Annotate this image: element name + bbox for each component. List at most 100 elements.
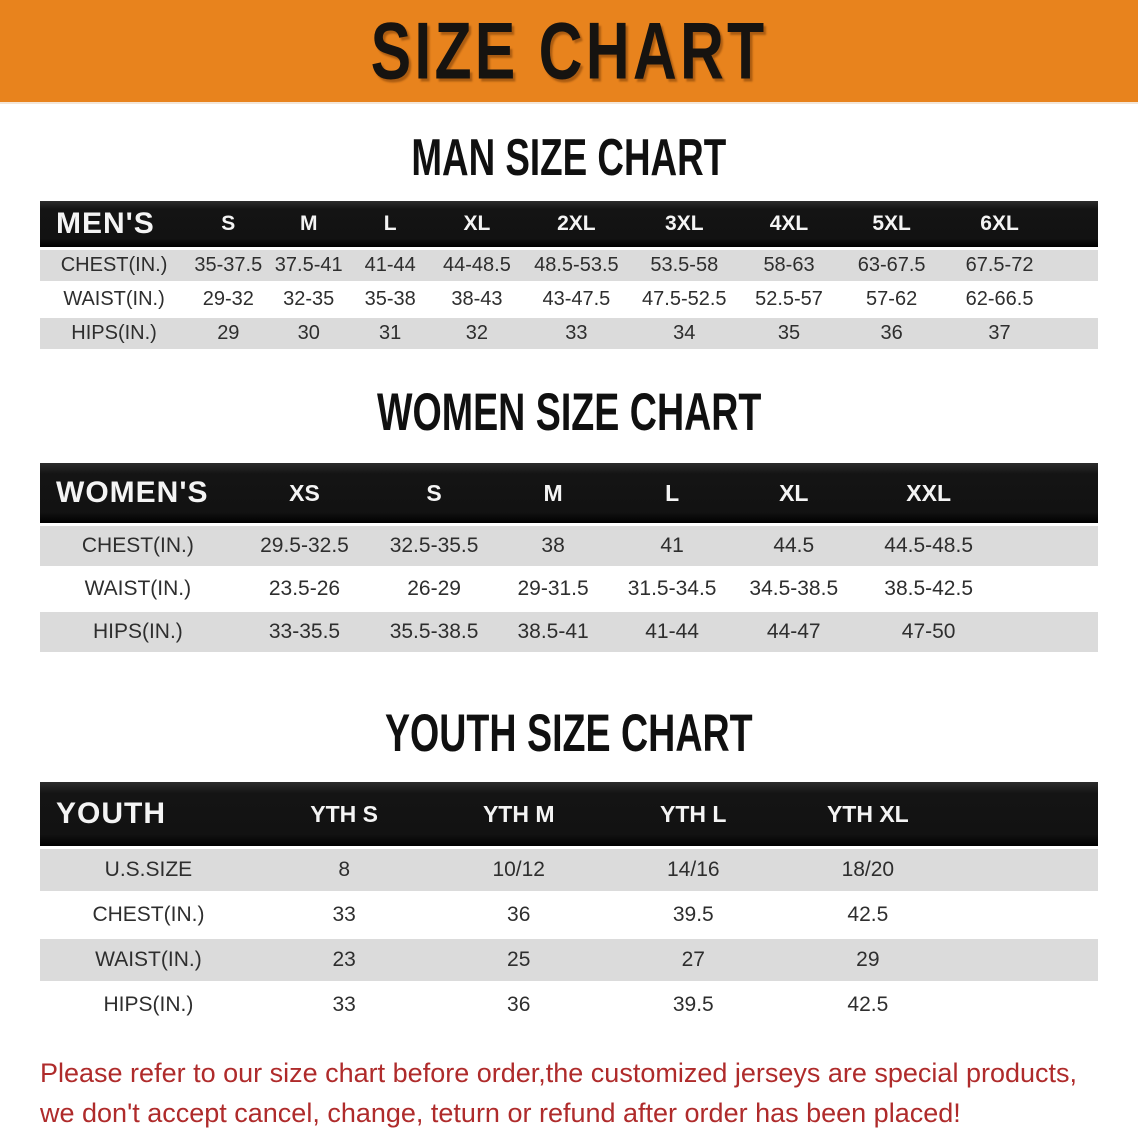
women-column-header: XL <box>732 463 855 523</box>
spacer-cell <box>955 849 1098 891</box>
size-value-cell: 23.5-26 <box>235 569 374 609</box>
women-chest-row: CHEST(IN.) 29.5-32.5 32.5-35.5 38 41 44.… <box>40 526 1098 566</box>
row-label: HIPS(IN.) <box>40 318 189 349</box>
size-value-cell: 31 <box>348 318 432 349</box>
size-value-cell: 30 <box>268 318 349 349</box>
size-value-cell: 44-48.5 <box>431 250 523 281</box>
men-hips-row: HIPS(IN.) 29 30 31 32 33 34 35 36 37 <box>40 318 1098 349</box>
men-header-row: MEN'S S M L XL 2XL 3XL 4XL 5XL 6XL <box>40 201 1098 247</box>
size-value-cell: 25 <box>431 939 606 981</box>
row-label: CHEST(IN.) <box>40 250 189 281</box>
size-value-cell: 29 <box>780 939 956 981</box>
size-value-cell: 23 <box>256 939 432 981</box>
size-value-cell: 29-31.5 <box>494 569 612 609</box>
women-header-row: WOMEN'S XS S M L XL XXL <box>40 463 1098 523</box>
size-value-cell: 36 <box>839 318 944 349</box>
spacer-cell <box>1055 318 1098 349</box>
men-column-header: L <box>348 201 432 247</box>
man-section-heading: MAN SIZE CHART <box>0 128 1138 186</box>
men-column-header: 5XL <box>839 201 944 247</box>
size-value-cell: 48.5-53.5 <box>522 250 631 281</box>
size-value-cell: 41-44 <box>611 612 733 652</box>
spacer-cell <box>955 894 1098 936</box>
women-column-header: L <box>611 463 733 523</box>
size-value-cell: 35-37.5 <box>188 250 269 281</box>
size-value-cell: 42.5 <box>780 984 956 1026</box>
youth-column-header: YTH S <box>256 782 432 846</box>
size-value-cell: 39.5 <box>606 984 781 1026</box>
size-value-cell: 26-29 <box>373 569 495 609</box>
size-value-cell: 42.5 <box>780 894 956 936</box>
youth-chest-row: CHEST(IN.) 33 36 39.5 42.5 <box>40 894 1098 936</box>
women-heading-text: WOMEN SIZE CHART <box>376 381 762 442</box>
size-value-cell: 35 <box>738 318 840 349</box>
size-value-cell: 38-43 <box>431 284 523 315</box>
spacer-cell <box>1002 569 1098 609</box>
size-value-cell: 18/20 <box>780 849 956 891</box>
size-value-cell: 10/12 <box>431 849 606 891</box>
youth-header-spacer <box>955 782 1098 846</box>
size-value-cell: 44.5-48.5 <box>854 526 1003 566</box>
row-label: CHEST(IN.) <box>40 526 236 566</box>
size-value-cell: 33 <box>256 894 432 936</box>
youth-column-header: YTH M <box>431 782 606 846</box>
size-value-cell: 37.5-41 <box>268 250 349 281</box>
size-value-cell: 34 <box>630 318 739 349</box>
row-label: WAIST(IN.) <box>40 939 257 981</box>
women-size-table: WOMEN'S XS S M L XL XXL CHEST(IN.) 29.5-… <box>40 460 1098 655</box>
youth-waist-row: WAIST(IN.) 23 25 27 29 <box>40 939 1098 981</box>
order-policy-notice: Please refer to our size chart before or… <box>40 1053 1138 1132</box>
row-label: WAIST(IN.) <box>40 284 189 315</box>
men-column-header: 3XL <box>630 201 739 247</box>
men-size-table: MEN'S S M L XL 2XL 3XL 4XL 5XL 6XL CHEST… <box>40 198 1098 352</box>
size-value-cell: 33 <box>256 984 432 1026</box>
size-value-cell: 34.5-38.5 <box>732 569 855 609</box>
women-waist-row: WAIST(IN.) 23.5-26 26-29 29-31.5 31.5-34… <box>40 569 1098 609</box>
spacer-cell <box>1055 284 1098 315</box>
size-value-cell: 41 <box>611 526 733 566</box>
size-value-cell: 31.5-34.5 <box>611 569 733 609</box>
size-value-cell: 47-50 <box>854 612 1003 652</box>
size-value-cell: 32.5-35.5 <box>373 526 495 566</box>
row-label: CHEST(IN.) <box>40 894 257 936</box>
size-value-cell: 57-62 <box>839 284 944 315</box>
youth-column-header: YTH XL <box>780 782 956 846</box>
spacer-cell <box>1055 250 1098 281</box>
women-column-header: XS <box>235 463 374 523</box>
men-column-header: 4XL <box>738 201 840 247</box>
policy-line-1: Please refer to our size chart before or… <box>40 1058 1078 1088</box>
size-value-cell: 32 <box>431 318 523 349</box>
youth-header-row: YOUTH YTH S YTH M YTH L YTH XL <box>40 782 1098 846</box>
policy-line-2: we don't accept cancel, change, teturn o… <box>40 1098 961 1128</box>
size-value-cell: 47.5-52.5 <box>630 284 739 315</box>
men-corner-label: MEN'S <box>40 201 189 247</box>
size-value-cell: 14/16 <box>606 849 781 891</box>
youth-corner-label: YOUTH <box>40 782 257 846</box>
size-value-cell: 62-66.5 <box>943 284 1056 315</box>
size-value-cell: 38 <box>494 526 612 566</box>
row-label: HIPS(IN.) <box>40 984 257 1026</box>
spacer-cell <box>955 939 1098 981</box>
row-label: HIPS(IN.) <box>40 612 236 652</box>
size-value-cell: 27 <box>606 939 781 981</box>
men-column-header: S <box>188 201 269 247</box>
men-chest-row: CHEST(IN.) 35-37.5 37.5-41 41-44 44-48.5… <box>40 250 1098 281</box>
women-corner-label: WOMEN'S <box>40 463 236 523</box>
size-value-cell: 43-47.5 <box>522 284 631 315</box>
size-value-cell: 52.5-57 <box>738 284 840 315</box>
size-value-cell: 67.5-72 <box>943 250 1056 281</box>
size-value-cell: 39.5 <box>606 894 781 936</box>
women-header-spacer <box>1002 463 1098 523</box>
women-hips-row: HIPS(IN.) 33-35.5 35.5-38.5 38.5-41 41-4… <box>40 612 1098 652</box>
size-value-cell: 38.5-42.5 <box>854 569 1003 609</box>
youth-section-heading: YOUTH SIZE CHART <box>0 703 1138 762</box>
size-value-cell: 29-32 <box>188 284 269 315</box>
size-value-cell: 41-44 <box>348 250 432 281</box>
women-section-heading: WOMEN SIZE CHART <box>0 382 1138 441</box>
women-column-header: S <box>373 463 495 523</box>
banner-title: SIZE CHART <box>370 5 768 97</box>
men-column-header: XL <box>431 201 523 247</box>
men-waist-row: WAIST(IN.) 29-32 32-35 35-38 38-43 43-47… <box>40 284 1098 315</box>
size-value-cell: 33 <box>522 318 631 349</box>
man-heading-text: MAN SIZE CHART <box>411 127 727 187</box>
